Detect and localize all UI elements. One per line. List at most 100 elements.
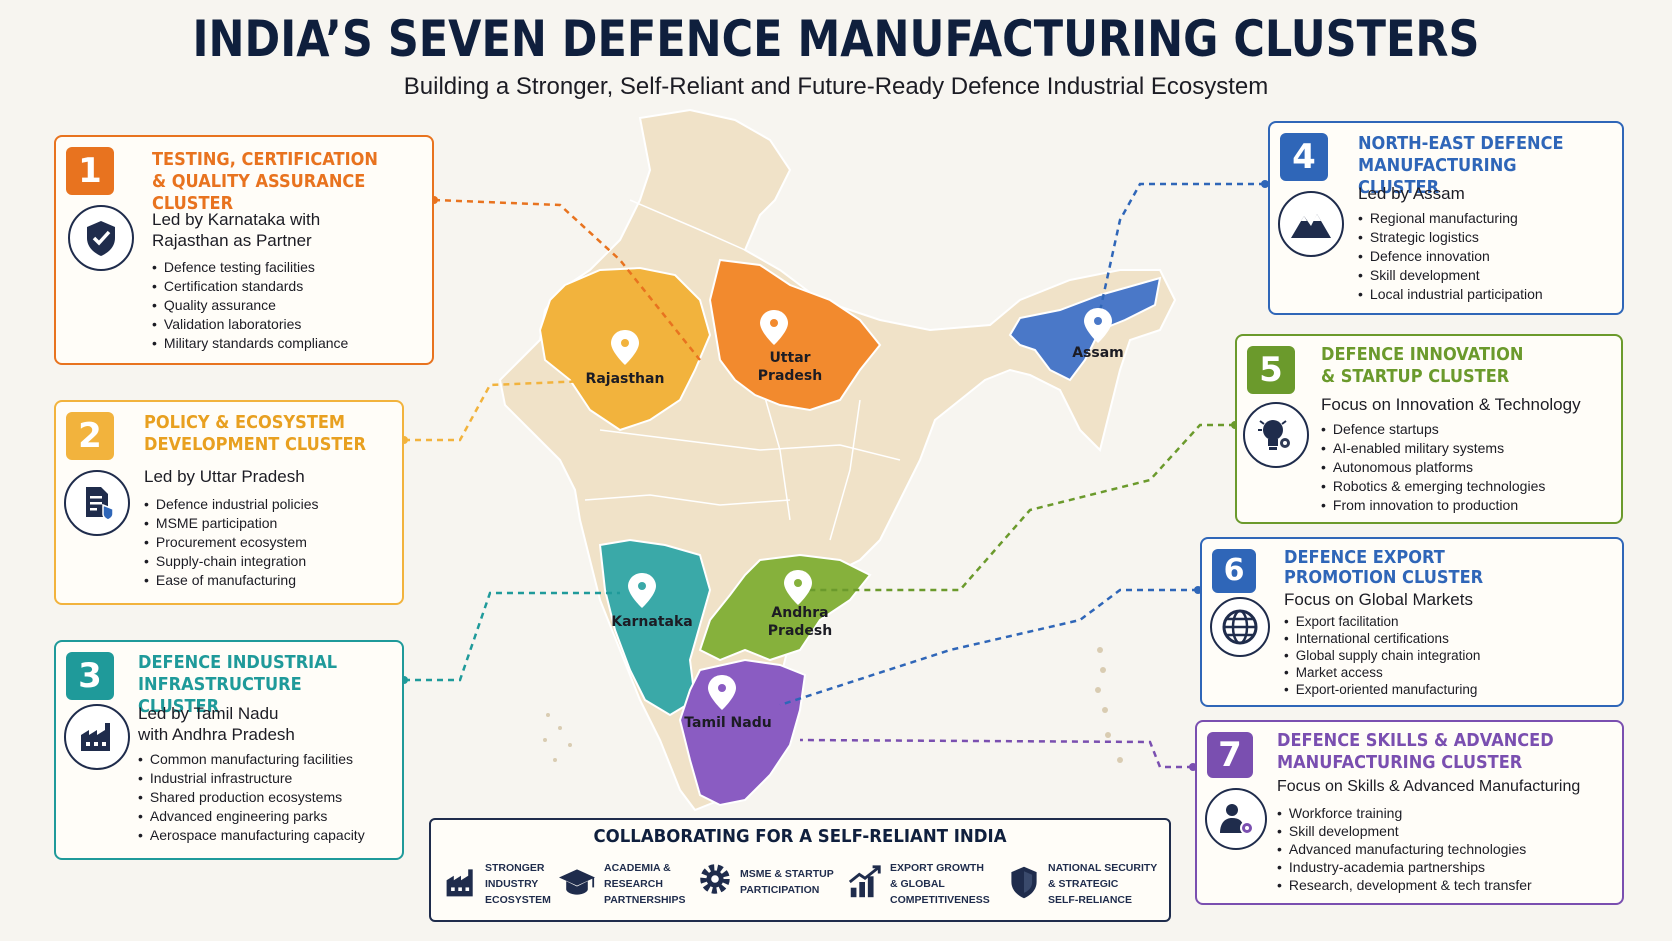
pin-icon <box>760 310 788 345</box>
cluster-title-line1: Defence Industrial <box>138 652 338 673</box>
list-item: Research, development & tech transfer <box>1277 876 1532 894</box>
policy-document-icon <box>64 470 130 536</box>
connector-1 <box>433 198 701 361</box>
collab-label-line: Participation <box>740 883 820 896</box>
cluster-list: Defence industrial policies MSME partici… <box>144 495 319 590</box>
shield-check-icon <box>68 205 134 271</box>
state-assam <box>1008 276 1162 382</box>
cluster-title-line2: Infrastructure Cluster <box>138 674 302 717</box>
list-item: Defence testing facilities <box>152 258 348 277</box>
cluster-lead-line1: Led by Uttar Pradesh <box>144 467 305 486</box>
list-item: Workforce training <box>1277 804 1532 822</box>
lightbulb-gear-icon <box>1243 402 1309 468</box>
cluster-title-line2: Development Cluster <box>144 434 366 455</box>
cluster-lead-line1: Led by Tamil Nadu <box>138 704 279 723</box>
lakshadweep-islands <box>543 713 572 762</box>
list-item: Certification standards <box>152 277 348 296</box>
cluster-lead-line1: Led by Assam <box>1358 184 1465 203</box>
collab-label-line: Academia & <box>604 862 671 874</box>
graduation-cap-icon <box>556 864 598 905</box>
list-item: Military standards compliance <box>152 334 348 353</box>
list-item: Validation laboratories <box>152 315 348 334</box>
cluster-title-line2: Manufacturing Cluster <box>1277 752 1523 773</box>
connector-3 <box>404 591 620 682</box>
cluster-lead-line2: with Andhra Pradesh <box>138 725 295 744</box>
page-title: INDIA’S SEVEN DEFENCE MANUFACTURING CLUS… <box>192 10 1480 68</box>
label-karnataka: Karnataka <box>611 614 693 630</box>
pin-icon <box>611 330 639 365</box>
list-item: Procurement ecosystem <box>144 533 319 552</box>
cluster-lead-line1: Led by Karnataka with <box>152 210 321 229</box>
state-andhra-pradesh <box>698 553 872 662</box>
list-item: AI-enabled military systems <box>1321 439 1545 458</box>
collaboration-title: COLLABORATING FOR A SELF-RELIANT INDIA <box>593 826 1007 847</box>
list-item: Skill development <box>1277 822 1532 840</box>
cluster-list: Export facilitation International certif… <box>1284 613 1481 698</box>
collab-label-line: Export Growth <box>890 862 984 874</box>
list-item: From innovation to production <box>1321 496 1545 515</box>
cluster-list: Regional manufacturing Strategic logisti… <box>1358 209 1543 304</box>
collab-label-line: Competitiveness <box>890 894 990 906</box>
collaboration-panel: COLLABORATING FOR A SELF-RELIANT INDIA S… <box>429 818 1171 922</box>
list-item: Advanced manufacturing technologies <box>1277 840 1532 858</box>
connector-7 <box>799 738 1193 769</box>
cluster-lead-line1: Focus on Innovation & Technology <box>1321 395 1581 414</box>
collab-label-line: Partnerships <box>604 894 686 906</box>
factory-icon <box>443 864 479 905</box>
collab-label-line: Stronger <box>485 862 545 874</box>
cluster-title-line1: North-East Defence <box>1358 133 1564 154</box>
cluster-title-line1: Defence Skills & Advanced <box>1277 730 1554 751</box>
cluster-title-line2: & Startup Cluster <box>1321 366 1510 387</box>
shield-icon <box>1006 863 1042 906</box>
label-uttar-pradesh-2: Pradesh <box>758 368 822 384</box>
list-item: MSME participation <box>144 514 319 533</box>
cluster-number: 2 <box>66 412 114 460</box>
state-tamil-nadu <box>678 658 807 807</box>
collab-label-line: National Security <box>1048 862 1158 874</box>
cluster-card-3: 3 Defence Industrial Infrastructure Clus… <box>54 640 404 860</box>
collab-label-line: & Global <box>890 878 945 890</box>
cluster-number: 4 <box>1280 133 1328 181</box>
india-base-shape <box>498 108 1177 812</box>
cluster-number: 7 <box>1207 732 1253 778</box>
cluster-title-line2: & Quality Assurance Cluster <box>152 171 366 214</box>
mountains-icon <box>1278 191 1344 257</box>
cluster-list: Defence startups AI-enabled military sys… <box>1321 420 1545 515</box>
cluster-lead-line1: Focus on Skills & Advanced Manufacturing <box>1277 778 1581 795</box>
list-item: Autonomous platforms <box>1321 458 1545 477</box>
cluster-card-4: 4 North-East Defence Manufacturing Clust… <box>1268 121 1624 315</box>
list-item: Common manufacturing facilities <box>138 750 365 769</box>
list-item: Advanced engineering parks <box>138 807 365 826</box>
collab-item-industry: Stronger Industry Ecosystem <box>443 860 551 908</box>
label-andhra-pradesh-1: Andhra <box>771 605 828 621</box>
cluster-title-line1: Defence Innovation <box>1321 344 1524 365</box>
list-item: Industry-academia partnerships <box>1277 858 1532 876</box>
list-item: Export-oriented manufacturing <box>1284 681 1480 698</box>
list-item: Industrial infrastructure <box>138 769 365 788</box>
growth-chart-icon <box>846 863 884 906</box>
list-item: Defence innovation <box>1358 247 1543 266</box>
list-item: International certifications <box>1284 630 1480 647</box>
globe-icon <box>1210 597 1270 657</box>
list-item: Shared production ecosystems <box>138 788 365 807</box>
cluster-title-line2: Manufacturing Cluster <box>1358 155 1517 198</box>
cluster-list: Common manufacturing facilities Industri… <box>138 750 365 845</box>
list-item: Ease of manufacturing <box>144 571 319 590</box>
list-item: Skill development <box>1358 266 1543 285</box>
list-item: Regional manufacturing <box>1358 209 1543 228</box>
list-item: Global supply chain integration <box>1284 647 1481 664</box>
collab-label-line: Industry <box>485 878 539 890</box>
cluster-card-7: 7 Defence Skills & Advanced Manufacturin… <box>1195 720 1624 905</box>
connector-6 <box>779 588 1198 707</box>
pin-icon <box>1084 308 1112 343</box>
collab-label-line: Ecosystem <box>485 894 551 906</box>
worker-gear-icon <box>1205 788 1267 850</box>
list-item: Strategic logistics <box>1358 228 1543 247</box>
cluster-card-5: 5 Defence Innovation & Startup Cluster F… <box>1235 334 1623 524</box>
cluster-list: Workforce training Skill development Adv… <box>1277 804 1532 894</box>
andaman-islands <box>1095 647 1123 763</box>
page-subtitle: Building a Stronger, Self-Reliant and Fu… <box>403 73 1269 100</box>
collab-item-msme: MSME & Startup Participation <box>696 860 834 903</box>
pin-icon <box>628 573 656 608</box>
